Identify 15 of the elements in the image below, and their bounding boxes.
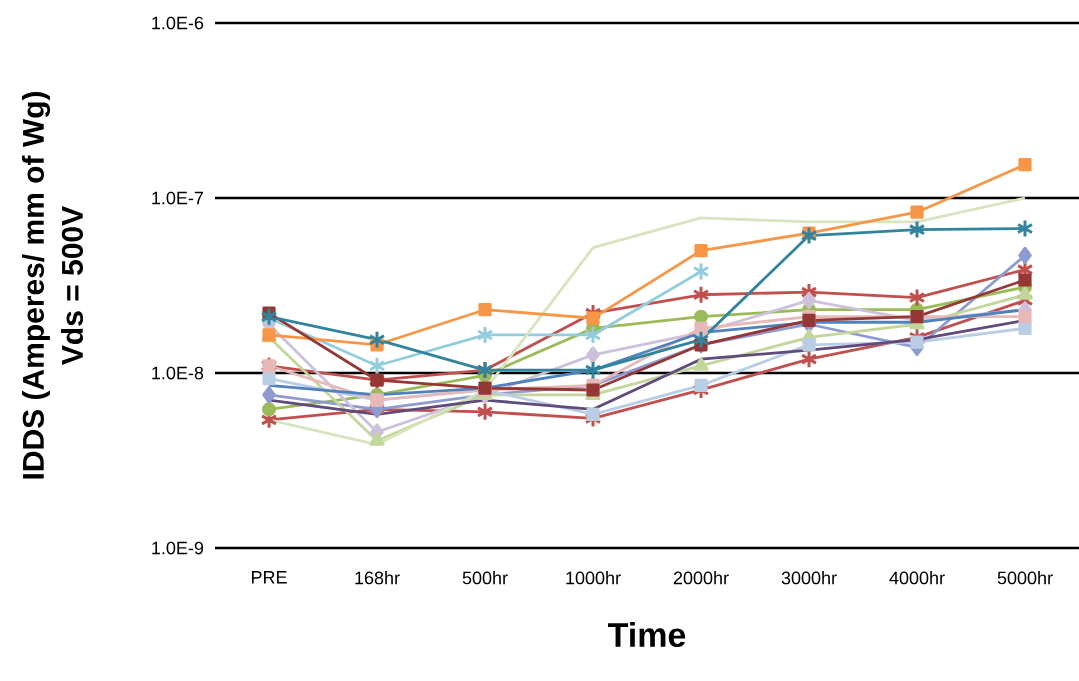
x-tick-label: 168hr <box>355 571 400 585</box>
x-tick-label: 2000hr <box>673 571 729 585</box>
x-tick-label: 4000hr <box>889 571 945 585</box>
x-tick-label: 5000hr <box>997 571 1053 585</box>
x-tick-label: 3000hr <box>781 571 837 585</box>
x-tick-label: PRE <box>251 571 287 584</box>
y-axis-title: IDDS (Amperes/ mm of Wg) <box>21 92 51 479</box>
text: Vds = 500V <box>60 206 84 365</box>
y-tick-label: 1.0E-9 <box>152 541 204 555</box>
x-tick-label: 1000hr <box>566 571 621 585</box>
y-tick-label: 1.0E-7 <box>152 191 204 205</box>
x-axis-title: Time <box>608 622 686 648</box>
y-tick-label: 1.0E-8 <box>152 366 204 380</box>
y-tick-label: 1.0E-6 <box>152 16 204 30</box>
x-tick-label: 500hr <box>462 571 508 585</box>
